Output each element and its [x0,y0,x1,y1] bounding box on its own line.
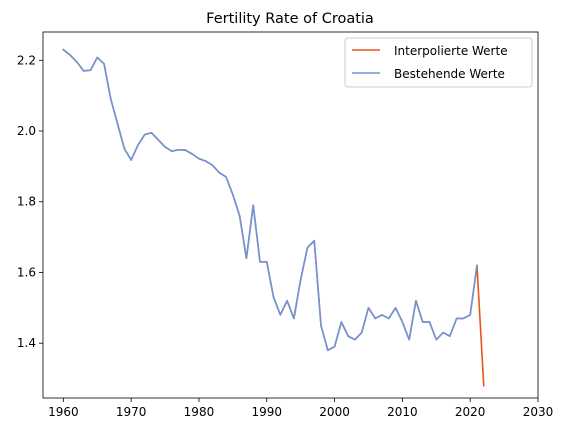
x-tick-label: 1980 [184,405,215,419]
y-tick-label: 1.8 [17,195,36,209]
y-tick-label: 1.6 [17,265,36,279]
y-tick-label: 2.0 [17,124,36,138]
legend-box [344,37,533,88]
y-tick-label: 1.4 [17,336,36,350]
x-tick-label: 2030 [523,405,554,419]
y-axis-ticks: 1.4 1.6 1.8 2.0 2.2 [17,53,43,350]
plot-area-frame [42,31,539,399]
x-tick-label: 2010 [387,405,418,419]
series-layer [62,48,485,387]
legend-label-existing: Bestehende Werte [394,67,505,81]
y-tick-label: 2.2 [17,53,36,67]
legend: Interpolierte Werte Bestehende Werte [344,37,533,88]
x-tick-label: 1960 [48,405,79,419]
x-tick-label: 2020 [455,405,486,419]
x-tick-label: 2000 [319,405,350,419]
series-line-existing [62,48,478,352]
x-tick-label: 1990 [251,405,282,419]
x-axis-ticks: 1960 1970 1980 1990 2000 2010 2020 2030 [48,398,553,419]
x-tick-label: 1970 [116,405,147,419]
chart-title: Fertility Rate of Croatia [206,11,374,27]
legend-label-interpolated: Interpolierte Werte [394,44,508,58]
